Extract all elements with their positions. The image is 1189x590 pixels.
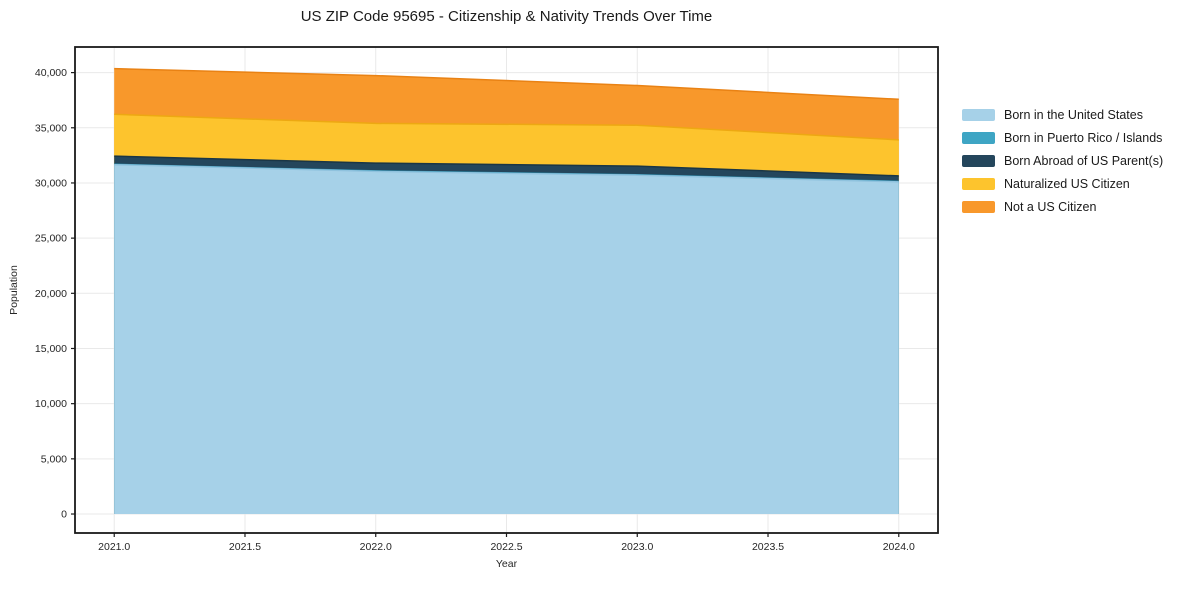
y-axis-label: Population [8, 265, 20, 315]
legend-label: Naturalized US Citizen [1004, 176, 1130, 191]
x-tick-label: 2023.0 [621, 541, 653, 553]
legend-label: Born in the United States [1004, 107, 1143, 122]
area-series-edge-0 [114, 163, 899, 183]
y-tick-label: 0 [61, 509, 67, 521]
legend-label: Born in Puerto Rico / Islands [1004, 130, 1163, 145]
legend-swatch [962, 108, 995, 121]
legend-swatch [962, 154, 995, 167]
y-tick-label: 30,000 [35, 177, 67, 189]
legend-label: Not a US Citizen [1004, 199, 1097, 214]
legend-item: Not a US Citizen [962, 195, 1163, 218]
legend-swatch [962, 200, 995, 213]
legend-item: Born Abroad of US Parent(s) [962, 149, 1163, 172]
area-series-edge-2 [114, 155, 899, 177]
y-tick-label: 40,000 [35, 67, 67, 79]
y-tick-label: 20,000 [35, 288, 67, 300]
area-series-edge-3 [114, 113, 899, 141]
legend-swatch [962, 177, 995, 190]
y-tick-label: 10,000 [35, 398, 67, 410]
chart-title: US ZIP Code 95695 - Citizenship & Nativi… [300, 8, 713, 25]
legend-swatch [962, 131, 995, 144]
legend-item: Born in Puerto Rico / Islands [962, 126, 1163, 149]
y-tick-label: 5,000 [41, 453, 67, 465]
x-tick-label: 2024.0 [883, 541, 915, 553]
y-tick-label: 25,000 [35, 233, 67, 245]
x-tick-label: 2021.0 [98, 541, 130, 553]
x-tick-label: 2022.5 [490, 541, 522, 553]
legend-item: Born in the United States [962, 103, 1163, 126]
legend-label: Born Abroad of US Parent(s) [1004, 153, 1164, 168]
area-series-edge-4 [114, 67, 899, 101]
x-tick-label: 2022.0 [360, 541, 392, 553]
legend: Born in the United States Born in Puerto … [962, 103, 1163, 218]
y-tick-label: 15,000 [35, 343, 67, 355]
y-tick-label: 35,000 [35, 122, 67, 134]
x-tick-label: 2023.5 [752, 541, 784, 553]
area-series-0 [114, 164, 899, 514]
legend-item: Naturalized US Citizen [962, 172, 1163, 195]
x-axis-label: Year [495, 558, 518, 570]
x-tick-label: 2021.5 [229, 541, 261, 553]
